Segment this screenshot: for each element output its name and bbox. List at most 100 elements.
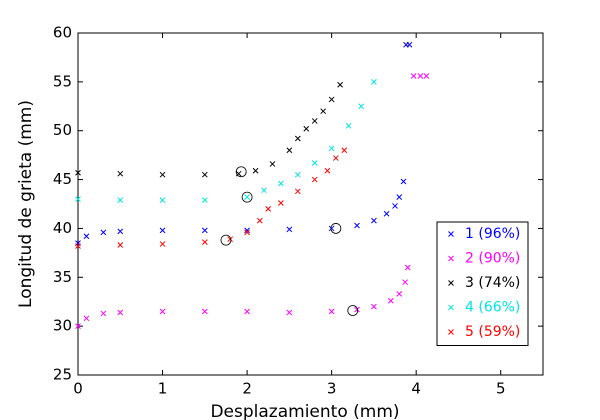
data-point [75,196,81,202]
data-point [294,135,301,142]
data-point [244,308,250,315]
data-point [269,161,276,167]
marker-shape [354,222,360,229]
marker-shape [159,171,166,178]
marker-shape [448,231,454,237]
data-point [117,170,124,177]
data-point [328,145,335,152]
data-point [261,187,267,194]
highlight-circle [220,234,232,246]
data-point [387,297,394,304]
y-tick-label: 35 [53,268,72,286]
marker-shape [75,196,81,202]
data-point [201,197,208,203]
data-point [100,310,107,317]
marker-shape [100,310,107,317]
data-point [201,227,208,234]
data-point [278,180,284,187]
marker-shape [159,241,166,247]
data-point [392,203,398,209]
marker-shape [265,206,272,212]
data-point [303,125,310,132]
marker-shape [201,239,208,245]
marker-shape [261,187,267,194]
marker-shape [448,280,454,286]
legend-marker [448,255,454,262]
x-tick-label: 3 [327,380,337,398]
legend-marker [448,280,454,286]
data-point [341,147,348,154]
marker-shape [328,225,335,232]
y-axis-label: Longitud de grieta (mm) [16,100,36,308]
data-point [117,242,124,248]
marker-shape [410,73,417,79]
data-point [406,41,413,48]
data-point [286,226,293,233]
data-point [311,160,318,166]
data-point [159,241,166,247]
marker-shape [448,304,454,311]
data-point [354,306,360,313]
legend-label: 3 (74%) [465,275,520,291]
data-point [383,210,390,217]
marker-shape [117,242,124,248]
marker-shape [159,227,166,234]
marker-shape [371,79,377,85]
marker-shape [227,236,234,243]
marker-shape [294,135,301,142]
highlight-circle [330,223,342,234]
marker-shape [201,227,208,234]
legend-marker [448,329,454,335]
x-axis-label: Desplazamiento (mm) [210,402,399,420]
data-point [100,229,107,236]
legend-marker [448,231,454,237]
data-point [83,233,90,240]
y-tick-label: 30 [53,317,72,335]
marker-shape [371,303,377,310]
data-point [371,303,377,310]
data-point [244,229,250,236]
data-point [404,264,411,271]
data-point [75,323,81,329]
data-point [358,103,365,110]
marker-shape [328,308,335,315]
marker-shape [294,171,301,178]
data-point [294,188,301,195]
data-point [159,308,166,315]
marker-shape [100,229,107,236]
data-point [159,197,166,203]
data-point [396,291,403,297]
marker-shape [311,176,318,183]
data-point [159,227,166,234]
marker-shape [278,200,284,206]
data-point [328,96,335,103]
marker-shape [337,81,343,88]
marker-shape [83,233,90,240]
marker-shape [387,297,394,304]
data-point [159,171,166,178]
marker-shape [244,229,250,236]
marker-shape [117,197,124,203]
x-tick-label: 0 [73,380,83,398]
data-point [83,315,90,322]
marker-shape [278,180,284,187]
marker-shape [117,170,124,177]
data-point [75,169,81,176]
data-point [423,73,430,79]
marker-shape [383,210,390,217]
data-point [201,308,208,315]
marker-shape [396,291,403,297]
marker-shape [328,145,335,152]
marker-shape [269,161,276,167]
legend-label: 4 (66%) [465,300,520,316]
marker-shape [423,73,430,79]
x-tick-label: 5 [496,380,506,398]
data-point [278,200,284,206]
data-point [371,79,377,85]
data-point [294,171,301,178]
marker-shape [244,194,250,201]
marker-shape [417,73,424,79]
plot-frame [77,32,544,376]
marker-shape [320,108,327,115]
